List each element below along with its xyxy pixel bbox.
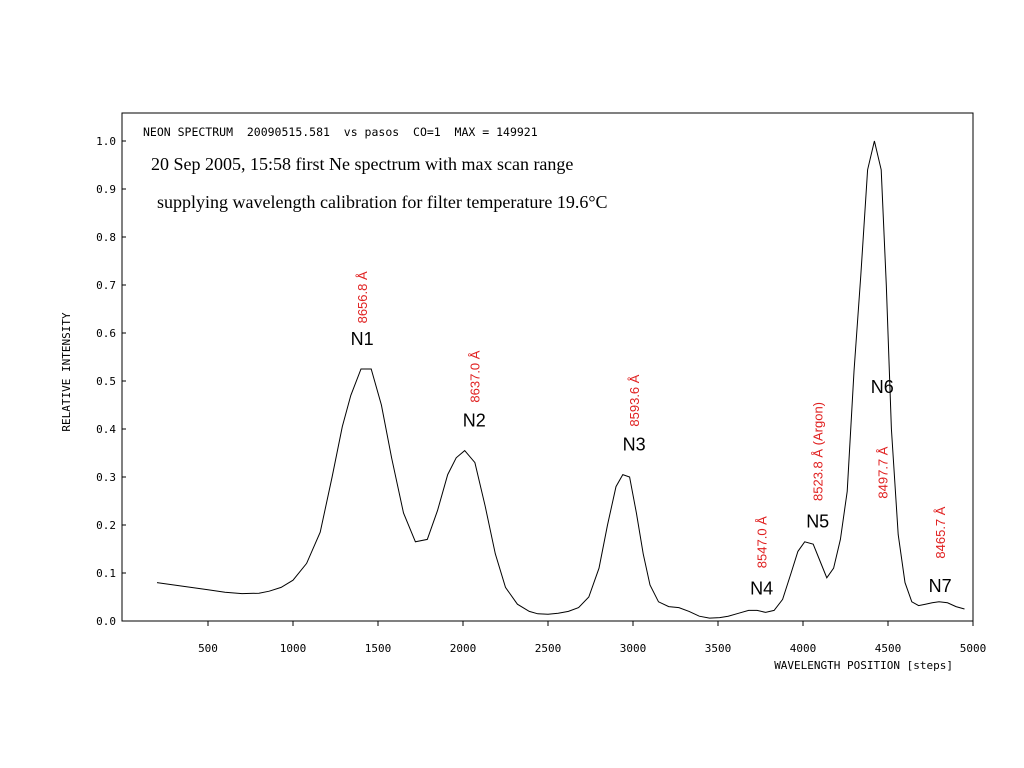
x-tick-label: 4500 (875, 642, 902, 655)
x-tick-label: 5000 (960, 642, 987, 655)
peak-label: N3 (623, 435, 646, 455)
peak-wavelength: 8637.0 Å (467, 350, 482, 402)
peak-label: N2 (463, 411, 486, 431)
peak-annotations: N1 8656.8 Å N2 8637.0 Å N3 8593.6 Å N4 8547.0 Å… (351, 271, 952, 599)
peak-wavelength: 8547.0 Å (755, 516, 770, 568)
chart-subtitle-line1: 20 Sep 2005, 15:58 first Ne spectrum wit… (151, 154, 573, 174)
spectrum-line (156, 140, 965, 619)
peak-label: N5 (806, 511, 829, 531)
y-tick-label: 0.3 (96, 471, 116, 484)
x-tick-label: 2000 (450, 642, 477, 655)
y-tick-label: 0.6 (96, 327, 116, 340)
y-tick-label: 0.7 (96, 279, 116, 292)
y-tick-label: 0.2 (96, 519, 116, 532)
peak-wavelength: 8656.8 Å (355, 271, 370, 323)
peak-label: N1 (351, 329, 374, 349)
x-tick-label: 500 (198, 642, 218, 655)
y-tick-label: 0.0 (96, 615, 116, 628)
y-tick-label: 0.8 (96, 231, 116, 244)
chart-subtitle-line2: supplying wavelength calibration for fil… (157, 192, 608, 212)
peak-label: N4 (750, 579, 773, 599)
plot-frame (121, 112, 974, 622)
x-tick-label: 1500 (365, 642, 392, 655)
y-axis-label: RELATIVE INTENSITY (60, 312, 73, 432)
x-tick-label: 3000 (620, 642, 647, 655)
peak-wavelength: 8523.8 Å (Argon) (811, 402, 826, 501)
peak-wavelength: 8497.7 Å (875, 446, 890, 498)
x-tick-label: 4000 (790, 642, 817, 655)
x-tick-label: 3500 (705, 642, 732, 655)
x-axis: 500 1000 1500 2000 2500 3000 3500 4000 4500 5000 (198, 621, 986, 655)
y-tick-label: 0.5 (96, 375, 116, 388)
peak-wavelength: 8465.7 Å (933, 506, 948, 558)
y-tick-label: 1.0 (96, 135, 116, 148)
y-tick-label: 0.1 (96, 567, 116, 580)
peak-label: N6 (871, 377, 894, 397)
peak-wavelength: 8593.6 Å (627, 374, 642, 426)
y-axis: 0.0 0.1 0.2 0.3 0.4 0.5 0.6 0.7 0.8 0.9 1.0 (96, 135, 126, 628)
y-tick-label: 0.9 (96, 183, 116, 196)
peak-label: N7 (929, 576, 952, 596)
y-tick-label: 0.4 (96, 423, 116, 436)
x-tick-label: 2500 (535, 642, 562, 655)
x-axis-label: WAVELENGTH POSITION [steps] (774, 659, 953, 672)
chart-header: NEON SPECTRUM 20090515.581 vs pasos CO=1… (143, 125, 538, 139)
x-tick-label: 1000 (280, 642, 307, 655)
